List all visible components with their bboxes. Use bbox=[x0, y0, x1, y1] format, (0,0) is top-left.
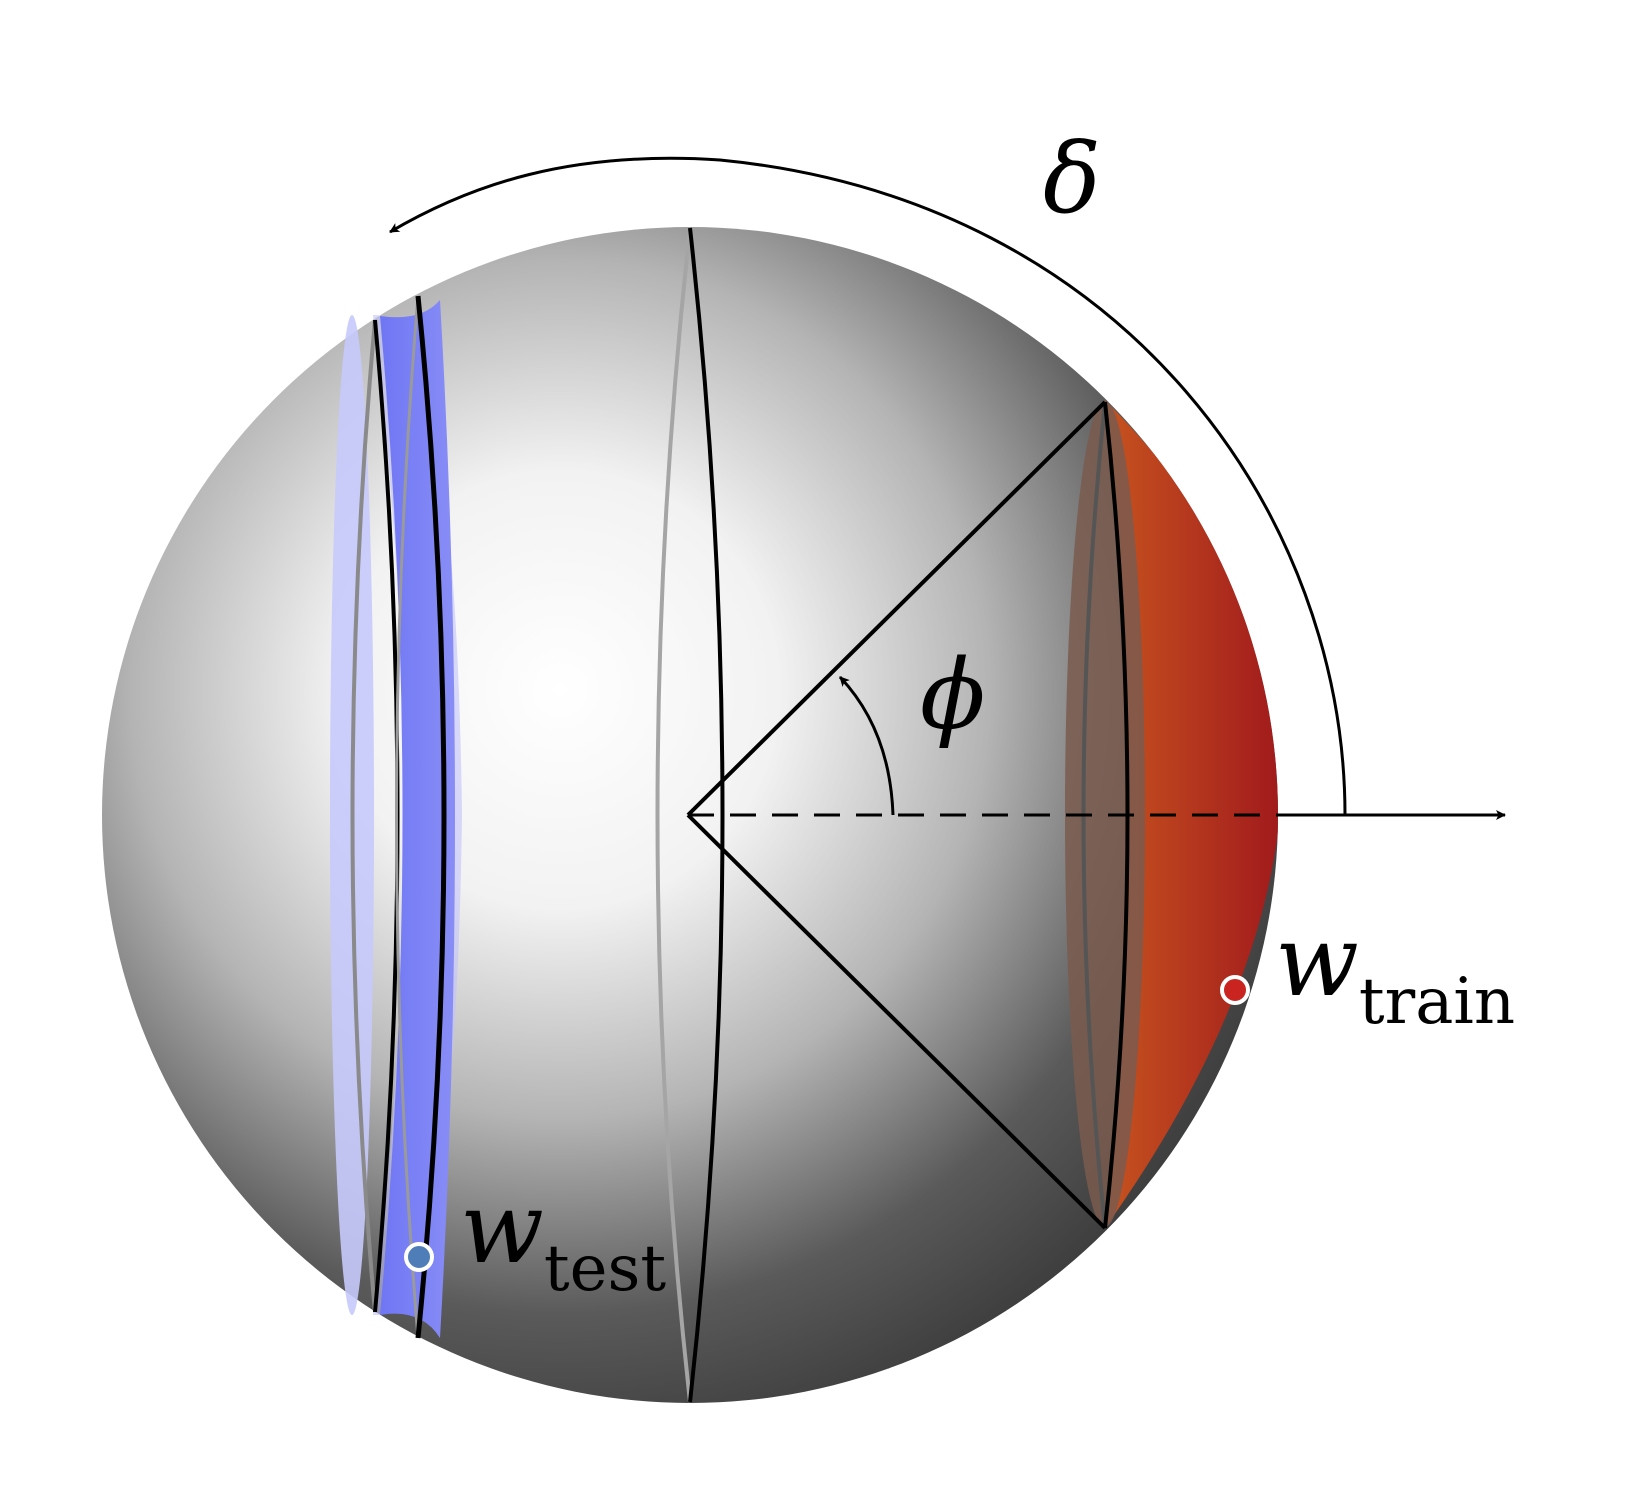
w-test-sub: test bbox=[544, 1232, 666, 1306]
cone-lines bbox=[686, 400, 1107, 1230]
phi-label: ϕ bbox=[920, 639, 985, 751]
w-train-sub: train bbox=[1359, 965, 1515, 1039]
w-test-point bbox=[404, 1242, 434, 1272]
test-band bbox=[330, 295, 462, 1339]
equator-circle bbox=[655, 227, 725, 1403]
w-train-point bbox=[1220, 975, 1250, 1005]
w-test-main: w bbox=[460, 1172, 544, 1286]
delta-label: δ bbox=[1043, 123, 1101, 235]
w-train-main: w bbox=[1275, 905, 1359, 1019]
w-train-label: wtrain bbox=[1275, 905, 1515, 1039]
phi-arc bbox=[838, 675, 895, 816]
train-cap-ellipse bbox=[1065, 401, 1145, 1227]
w-test-label: wtest bbox=[460, 1172, 666, 1306]
delta-arc bbox=[389, 156, 1347, 816]
